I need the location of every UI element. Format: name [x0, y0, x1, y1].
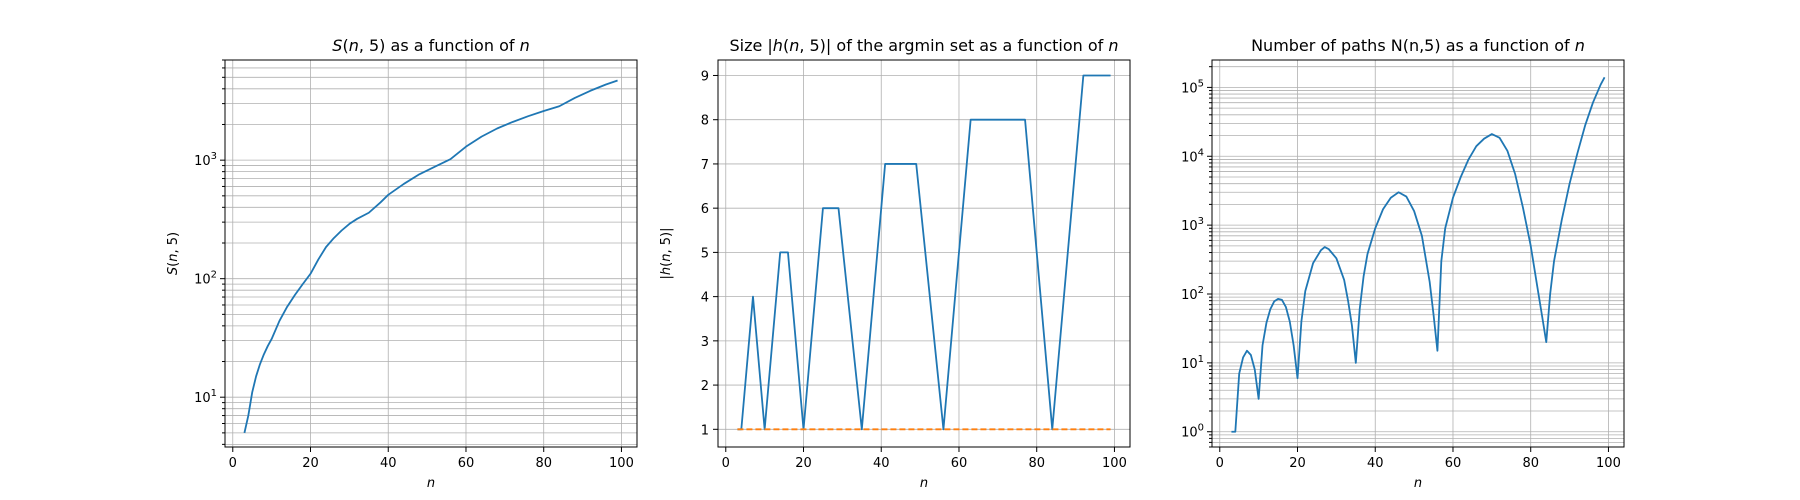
x-tick-label: 100 — [609, 456, 634, 471]
y-tick-label: 103 — [194, 151, 217, 169]
x-tick-label: 40 — [380, 456, 397, 471]
x-axis-label: n — [1414, 476, 1422, 491]
y-tick-label: 100 — [1181, 423, 1204, 441]
x-tick-label: 100 — [1102, 456, 1127, 471]
x-tick-label: 40 — [1367, 456, 1384, 471]
x-tick-label: 60 — [458, 456, 475, 471]
y-tick-label: 101 — [1181, 354, 1204, 372]
x-tick-label: 80 — [1028, 456, 1045, 471]
y-tick-label: 105 — [1181, 78, 1204, 96]
y-tick-label: 3 — [701, 335, 709, 350]
y-tick-label: 9 — [701, 69, 709, 84]
series-line-1 — [737, 74, 1111, 431]
y-tick-label: 6 — [701, 202, 709, 217]
chart-panel-2: 1 2 3 4 5 6 7 8 9 0 20 40 60 80 100 Size |h(n, 5)| of t… — [659, 36, 1131, 491]
chart-panel-3: 100 101 102 103 104 105 0 20 40 60 80 100 Number of … — [1181, 36, 1625, 491]
x-tick-label: 60 — [951, 456, 968, 471]
y-tick-label: 4 — [701, 291, 709, 306]
y-axis-label: S(n, 5) — [166, 232, 181, 275]
chart-panel-1: 101 102 103 0 20 40 60 80 100 S(n, 5) as a functi… — [166, 36, 638, 491]
y-tick-label: 101 — [194, 388, 217, 406]
chart-title: Size |h(n, 5)| of the argmin set as a fu… — [729, 36, 1118, 55]
y-tick-label: 8 — [701, 114, 709, 129]
x-tick-label: 0 — [722, 456, 730, 471]
plot-frame — [224, 59, 638, 448]
y-tick-label: 102 — [194, 270, 217, 288]
x-tick-label: 40 — [873, 456, 890, 471]
x-tick-label: 0 — [1216, 456, 1224, 471]
y-tick-label: 102 — [1181, 285, 1204, 303]
plot-frame — [1211, 59, 1625, 448]
series-line-1 — [243, 79, 618, 434]
x-tick-label: 80 — [1522, 456, 1539, 471]
y-tick-label: 1 — [701, 423, 709, 438]
x-axis-label: n — [920, 476, 928, 491]
plot-frame — [717, 59, 1131, 448]
y-tick-label: 103 — [1181, 216, 1204, 234]
y-tick-label: 2 — [701, 379, 709, 394]
x-tick-label: 80 — [535, 456, 552, 471]
y-tick-label: 104 — [1181, 147, 1204, 165]
x-tick-label: 20 — [795, 456, 812, 471]
x-axis-label: n — [427, 476, 435, 491]
x-tick-label: 0 — [229, 456, 237, 471]
x-tick-label: 100 — [1596, 456, 1621, 471]
x-tick-label: 20 — [302, 456, 319, 471]
y-tick-label: 5 — [701, 246, 709, 261]
chart-title: S(n, 5) as a function of n — [332, 36, 529, 55]
series-line-1 — [1231, 76, 1606, 433]
y-tick-label: 7 — [701, 158, 709, 173]
x-tick-label: 60 — [1445, 456, 1462, 471]
y-axis-label: |h(n, 5)| — [659, 228, 674, 280]
x-tick-label: 20 — [1289, 456, 1306, 471]
chart-title: Number of paths N(n,5) as a function of … — [1251, 36, 1585, 55]
